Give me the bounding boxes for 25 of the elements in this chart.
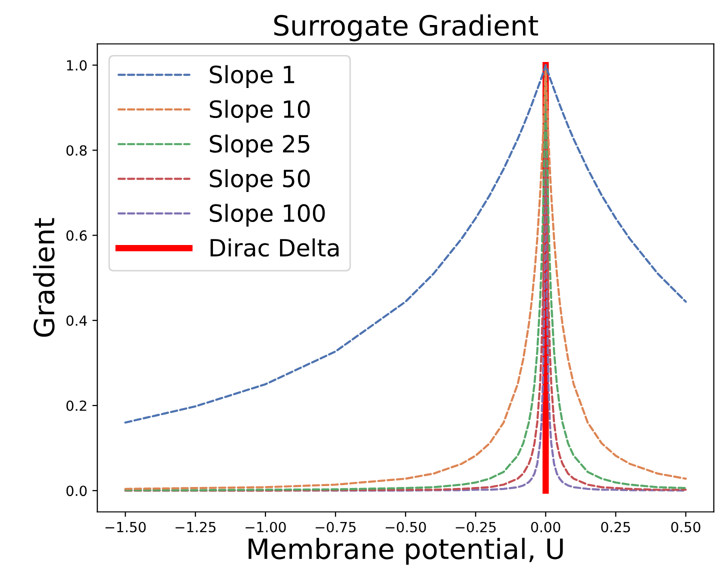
legend-label: Slope 100 xyxy=(210,204,325,227)
y-tick-label: 0.8 xyxy=(66,145,87,156)
y-tick-label: 1.0 xyxy=(67,60,87,71)
legend-label: Dirac Delta xyxy=(210,238,339,257)
y-tick-label: 0.6 xyxy=(66,230,87,241)
x-tick-label: −0.75 xyxy=(316,522,356,532)
x-tick-label: −1.25 xyxy=(176,522,216,532)
y-tick-label: 0.4 xyxy=(66,315,87,326)
x-tick-label: 0.50 xyxy=(671,522,700,532)
y-tick-label: 0.2 xyxy=(66,400,86,411)
x-tick-label: 0.25 xyxy=(601,522,630,532)
x-tick-label: −1.00 xyxy=(246,522,286,532)
legend-label: Slope 10 xyxy=(210,100,310,123)
line-series xyxy=(124,64,687,424)
x-tick-label: 0.00 xyxy=(531,522,560,532)
x-axis-title: Membrane potential, U xyxy=(248,538,563,565)
chart-title: Surrogate Gradient xyxy=(274,14,538,42)
x-tick-label: −1.50 xyxy=(106,522,146,532)
legend-label: Slope 50 xyxy=(210,169,310,192)
x-tick-label: −0.25 xyxy=(456,522,496,532)
legend-label: Slope 1 xyxy=(210,65,294,88)
y-tick-label: 0.0 xyxy=(66,486,87,496)
x-tick-label: −0.50 xyxy=(386,522,426,532)
legend-label: Slope 25 xyxy=(210,134,310,158)
y-axis-title: Gradient xyxy=(33,218,55,337)
